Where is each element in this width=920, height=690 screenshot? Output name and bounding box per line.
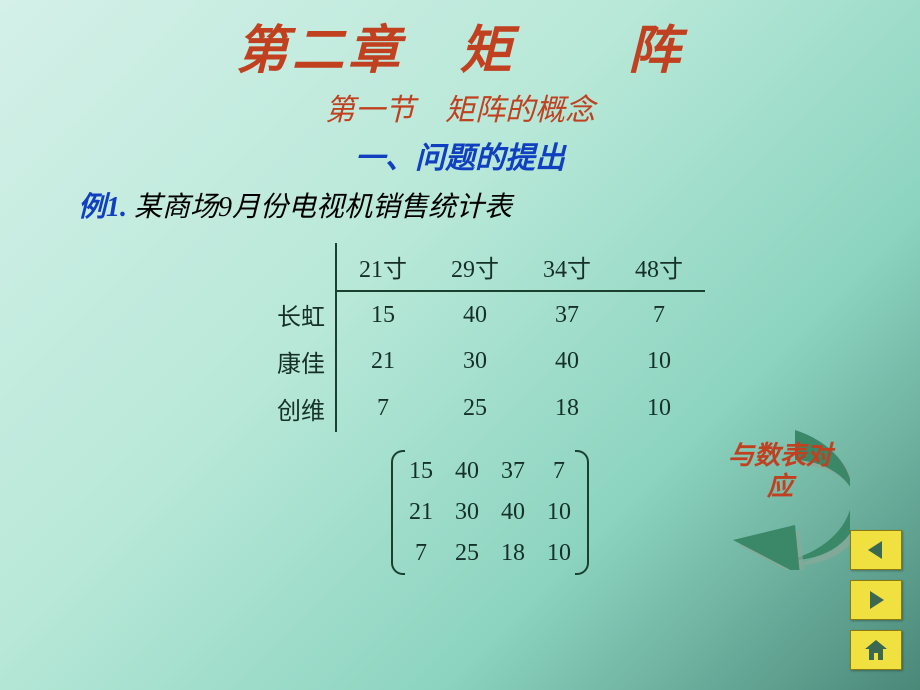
matrix-cell: 10 bbox=[547, 499, 571, 526]
matrix-paren-right bbox=[575, 450, 589, 575]
matrix-cell: 25 bbox=[455, 540, 479, 567]
triangle-left-icon bbox=[864, 538, 888, 562]
cell: 7 bbox=[613, 291, 705, 338]
note-line1: 与数表对 bbox=[728, 441, 832, 470]
section-title: 第一节 矩阵的概念 bbox=[0, 85, 920, 129]
col-header: 48寸 bbox=[613, 243, 705, 291]
cell: 15 bbox=[336, 291, 429, 338]
table-row: 长虹 15 40 37 7 bbox=[255, 291, 705, 338]
cell: 40 bbox=[429, 291, 521, 338]
col-header: 34寸 bbox=[521, 243, 613, 291]
col-header: 21寸 bbox=[336, 243, 429, 291]
triangle-right-icon bbox=[864, 588, 888, 612]
row-label: 康佳 bbox=[255, 338, 336, 385]
subsection-title: 一、问题的提出 bbox=[0, 133, 920, 177]
cell: 7 bbox=[336, 385, 429, 432]
cell: 10 bbox=[613, 385, 705, 432]
arrow-note-text: 与数表对 应 bbox=[710, 440, 850, 502]
cell: 21 bbox=[336, 338, 429, 385]
row-label: 创维 bbox=[255, 385, 336, 432]
cell: 40 bbox=[521, 338, 613, 385]
matrix-body: 15 40 37 7 21 30 40 10 7 25 18 10 bbox=[409, 458, 571, 567]
matrix-cell: 40 bbox=[501, 499, 525, 526]
matrix-cell: 37 bbox=[501, 458, 525, 485]
cell: 18 bbox=[521, 385, 613, 432]
row-label: 长虹 bbox=[255, 291, 336, 338]
col-header: 29寸 bbox=[429, 243, 521, 291]
matrix-cell: 18 bbox=[501, 540, 525, 567]
table-row: 康佳 21 30 40 10 bbox=[255, 338, 705, 385]
example-line: 例1. 某商场9月份电视机销售统计表 bbox=[0, 185, 920, 225]
matrix-cell: 10 bbox=[547, 540, 571, 567]
home-button[interactable] bbox=[850, 630, 902, 670]
table-row: 创维 7 25 18 10 bbox=[255, 385, 705, 432]
sales-table-wrap: 21寸 29寸 34寸 48寸 长虹 15 40 37 7 康佳 21 30 4… bbox=[0, 243, 920, 432]
example-label: 例1. bbox=[78, 192, 127, 223]
table-corner bbox=[255, 243, 336, 291]
matrix-cell: 7 bbox=[547, 458, 571, 485]
cell: 10 bbox=[613, 338, 705, 385]
cell: 25 bbox=[429, 385, 521, 432]
matrix-cell: 30 bbox=[455, 499, 479, 526]
cell: 30 bbox=[429, 338, 521, 385]
chapter-title: 第二章 矩 阵 bbox=[0, 0, 920, 83]
matrix-cell: 21 bbox=[409, 499, 433, 526]
matrix-cell: 7 bbox=[409, 540, 433, 567]
note-line2: 应 bbox=[767, 472, 793, 501]
example-text: 某商场9月份电视机销售统计表 bbox=[134, 192, 512, 223]
arrow-annotation: 与数表对 应 bbox=[650, 430, 850, 570]
home-icon bbox=[863, 638, 889, 662]
matrix-cell: 40 bbox=[455, 458, 479, 485]
sales-table: 21寸 29寸 34寸 48寸 长虹 15 40 37 7 康佳 21 30 4… bbox=[255, 243, 705, 432]
next-button[interactable] bbox=[850, 580, 902, 620]
matrix-paren-left bbox=[391, 450, 405, 575]
matrix-cell: 15 bbox=[409, 458, 433, 485]
prev-button[interactable] bbox=[850, 530, 902, 570]
cell: 37 bbox=[521, 291, 613, 338]
nav-buttons bbox=[850, 530, 902, 670]
matrix: 15 40 37 7 21 30 40 10 7 25 18 10 bbox=[391, 450, 589, 575]
